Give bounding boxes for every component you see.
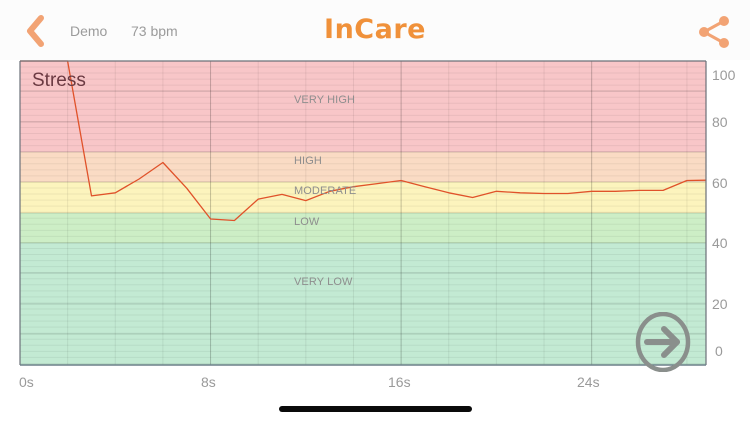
zone-label-moderate: MODERATE — [294, 185, 357, 197]
x-tick-24s: 24s — [577, 374, 600, 390]
app-title: InCare — [324, 14, 426, 45]
zone-label-very-low: VERY LOW — [294, 276, 353, 288]
x-tick-8s: 8s — [201, 374, 216, 390]
top-bar: Demo 73 bpm InCare — [0, 0, 750, 60]
y-tick-40: 40 — [712, 235, 728, 251]
y-tick-100: 100 — [712, 67, 736, 83]
y-tick-60: 60 — [712, 175, 728, 191]
y-tick-20: 20 — [712, 296, 728, 312]
user-name: Demo — [70, 23, 108, 39]
share-button[interactable] — [696, 14, 732, 50]
zone-label-very-high: VERY HIGH — [294, 94, 356, 106]
arrow-right-circle-icon — [635, 312, 691, 372]
next-button[interactable] — [635, 312, 691, 372]
x-tick-16s: 16s — [388, 374, 411, 390]
heart-rate: 73 bpm — [131, 23, 178, 39]
share-icon — [699, 16, 729, 48]
y-tick-80: 80 — [712, 114, 728, 130]
chevron-left-icon — [27, 15, 44, 47]
zone-label-high: HIGH — [294, 155, 322, 167]
stress-line — [20, 60, 707, 222]
home-indicator — [279, 406, 472, 412]
back-button[interactable] — [22, 14, 52, 48]
chart-title: Stress — [32, 70, 86, 91]
zone-label-low: LOW — [294, 216, 320, 228]
y-tick-0: 0 — [715, 343, 723, 359]
x-tick-0s: 0s — [19, 374, 34, 390]
